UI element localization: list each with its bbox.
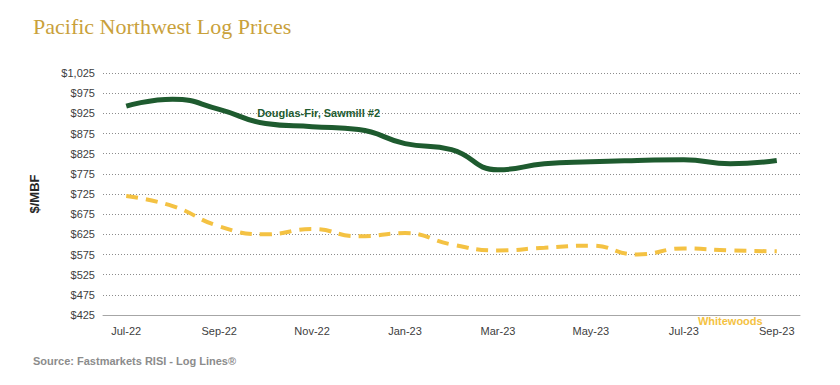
- svg-text:$575: $575: [71, 249, 95, 261]
- svg-text:$875: $875: [71, 128, 95, 140]
- svg-text:$1,025: $1,025: [61, 67, 95, 79]
- svg-text:Jul-22: Jul-22: [111, 325, 141, 337]
- svg-text:Douglas-Fir, Sawmill #2: Douglas-Fir, Sawmill #2: [257, 107, 380, 119]
- svg-text:$/MBF: $/MBF: [27, 174, 42, 213]
- svg-text:Pacific Northwest Log Prices: Pacific Northwest Log Prices: [33, 14, 291, 39]
- svg-text:Whitewoods: Whitewoods: [698, 315, 763, 327]
- svg-text:$625: $625: [71, 228, 95, 240]
- svg-text:May-23: May-23: [573, 325, 610, 337]
- svg-text:$775: $775: [71, 168, 95, 180]
- svg-text:$925: $925: [71, 107, 95, 119]
- svg-text:Mar-23: Mar-23: [481, 325, 516, 337]
- svg-text:$475: $475: [71, 289, 95, 301]
- svg-text:Sep-22: Sep-22: [201, 325, 236, 337]
- svg-text:$975: $975: [71, 87, 95, 99]
- svg-text:$825: $825: [71, 148, 95, 160]
- svg-text:Jul-23: Jul-23: [669, 325, 699, 337]
- svg-text:Jan-23: Jan-23: [388, 325, 422, 337]
- svg-text:$525: $525: [71, 269, 95, 281]
- svg-text:$725: $725: [71, 188, 95, 200]
- svg-text:$425: $425: [71, 309, 95, 321]
- svg-text:Source: Fastmarkets RISI - Log: Source: Fastmarkets RISI - Log Lines®: [33, 355, 236, 367]
- svg-text:$675: $675: [71, 208, 95, 220]
- svg-text:Sep-23: Sep-23: [759, 325, 794, 337]
- svg-text:Nov-22: Nov-22: [294, 325, 329, 337]
